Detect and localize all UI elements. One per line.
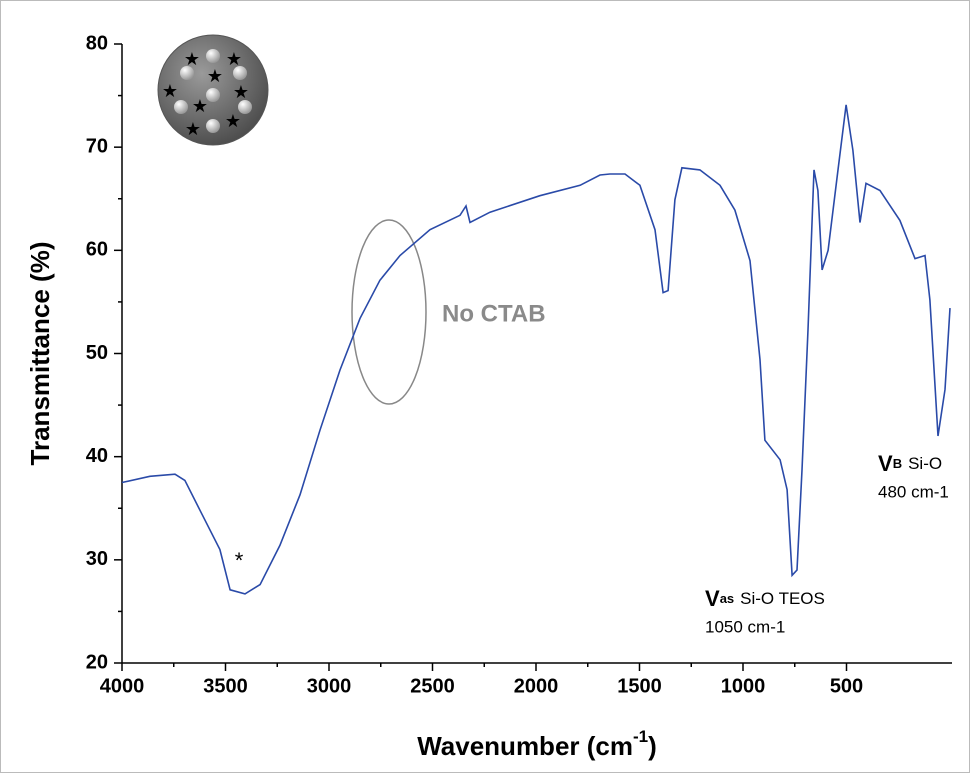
annotation-symbol: V [878, 451, 893, 476]
y-tick-label: 30 [86, 548, 108, 570]
x-tick-label: 2000 [514, 675, 559, 697]
annotation: Vas Si-O TEOS [705, 586, 825, 611]
annotation: * [235, 548, 244, 573]
annotation-symbol: V [705, 586, 720, 611]
particle-icon: ★ ★★ ★★★ ★ ★ [157, 34, 269, 146]
x-axis-title-sup: -1 [633, 727, 648, 746]
y-tick-label: 40 [86, 445, 108, 467]
annotation: No CTAB [442, 300, 546, 327]
spectrum-line [121, 104, 951, 595]
x-tick-label: 4000 [100, 675, 145, 697]
annotation-text: Si-O [908, 454, 942, 473]
y-tick-label: 70 [86, 135, 108, 157]
annotation: VB Si-O [878, 451, 942, 476]
y-tick-label: 80 [86, 32, 108, 54]
y-axis-title: Transmittance (%) [25, 242, 55, 466]
y-tick-label: 50 [86, 342, 108, 364]
svg-text:★: ★ [207, 66, 223, 86]
svg-text:★: ★ [192, 96, 208, 116]
x-tick-label: 1000 [721, 675, 766, 697]
x-tick-label: 1500 [617, 675, 662, 697]
annotation: 480 cm-1 [878, 482, 949, 501]
x-tick-label: 3000 [307, 675, 352, 697]
x-axis-title-tail: ) [648, 731, 657, 761]
svg-text:★: ★ [225, 111, 241, 131]
highlight-ellipse [351, 219, 427, 405]
x-tick-label: 2500 [410, 675, 455, 697]
svg-text:★: ★ [185, 119, 201, 139]
x-tick-label: 500 [830, 675, 863, 697]
annotation-sub: as [720, 591, 734, 606]
annotation-sub: B [893, 456, 902, 471]
svg-text:★: ★ [184, 49, 200, 69]
svg-text:★: ★ [233, 82, 249, 102]
svg-text:★: ★ [226, 49, 242, 69]
x-tick-label: 3500 [203, 675, 248, 697]
y-tick-label: 20 [86, 651, 108, 673]
svg-text:★: ★ [162, 81, 178, 101]
annotation-text: Si-O TEOS [740, 589, 825, 608]
x-axis-title-text: Wavenumber (cm [417, 731, 633, 761]
annotation: 1050 cm-1 [705, 617, 785, 636]
x-axis-title: Wavenumber (cm-1) [417, 727, 657, 760]
y-tick-label: 60 [86, 239, 108, 261]
